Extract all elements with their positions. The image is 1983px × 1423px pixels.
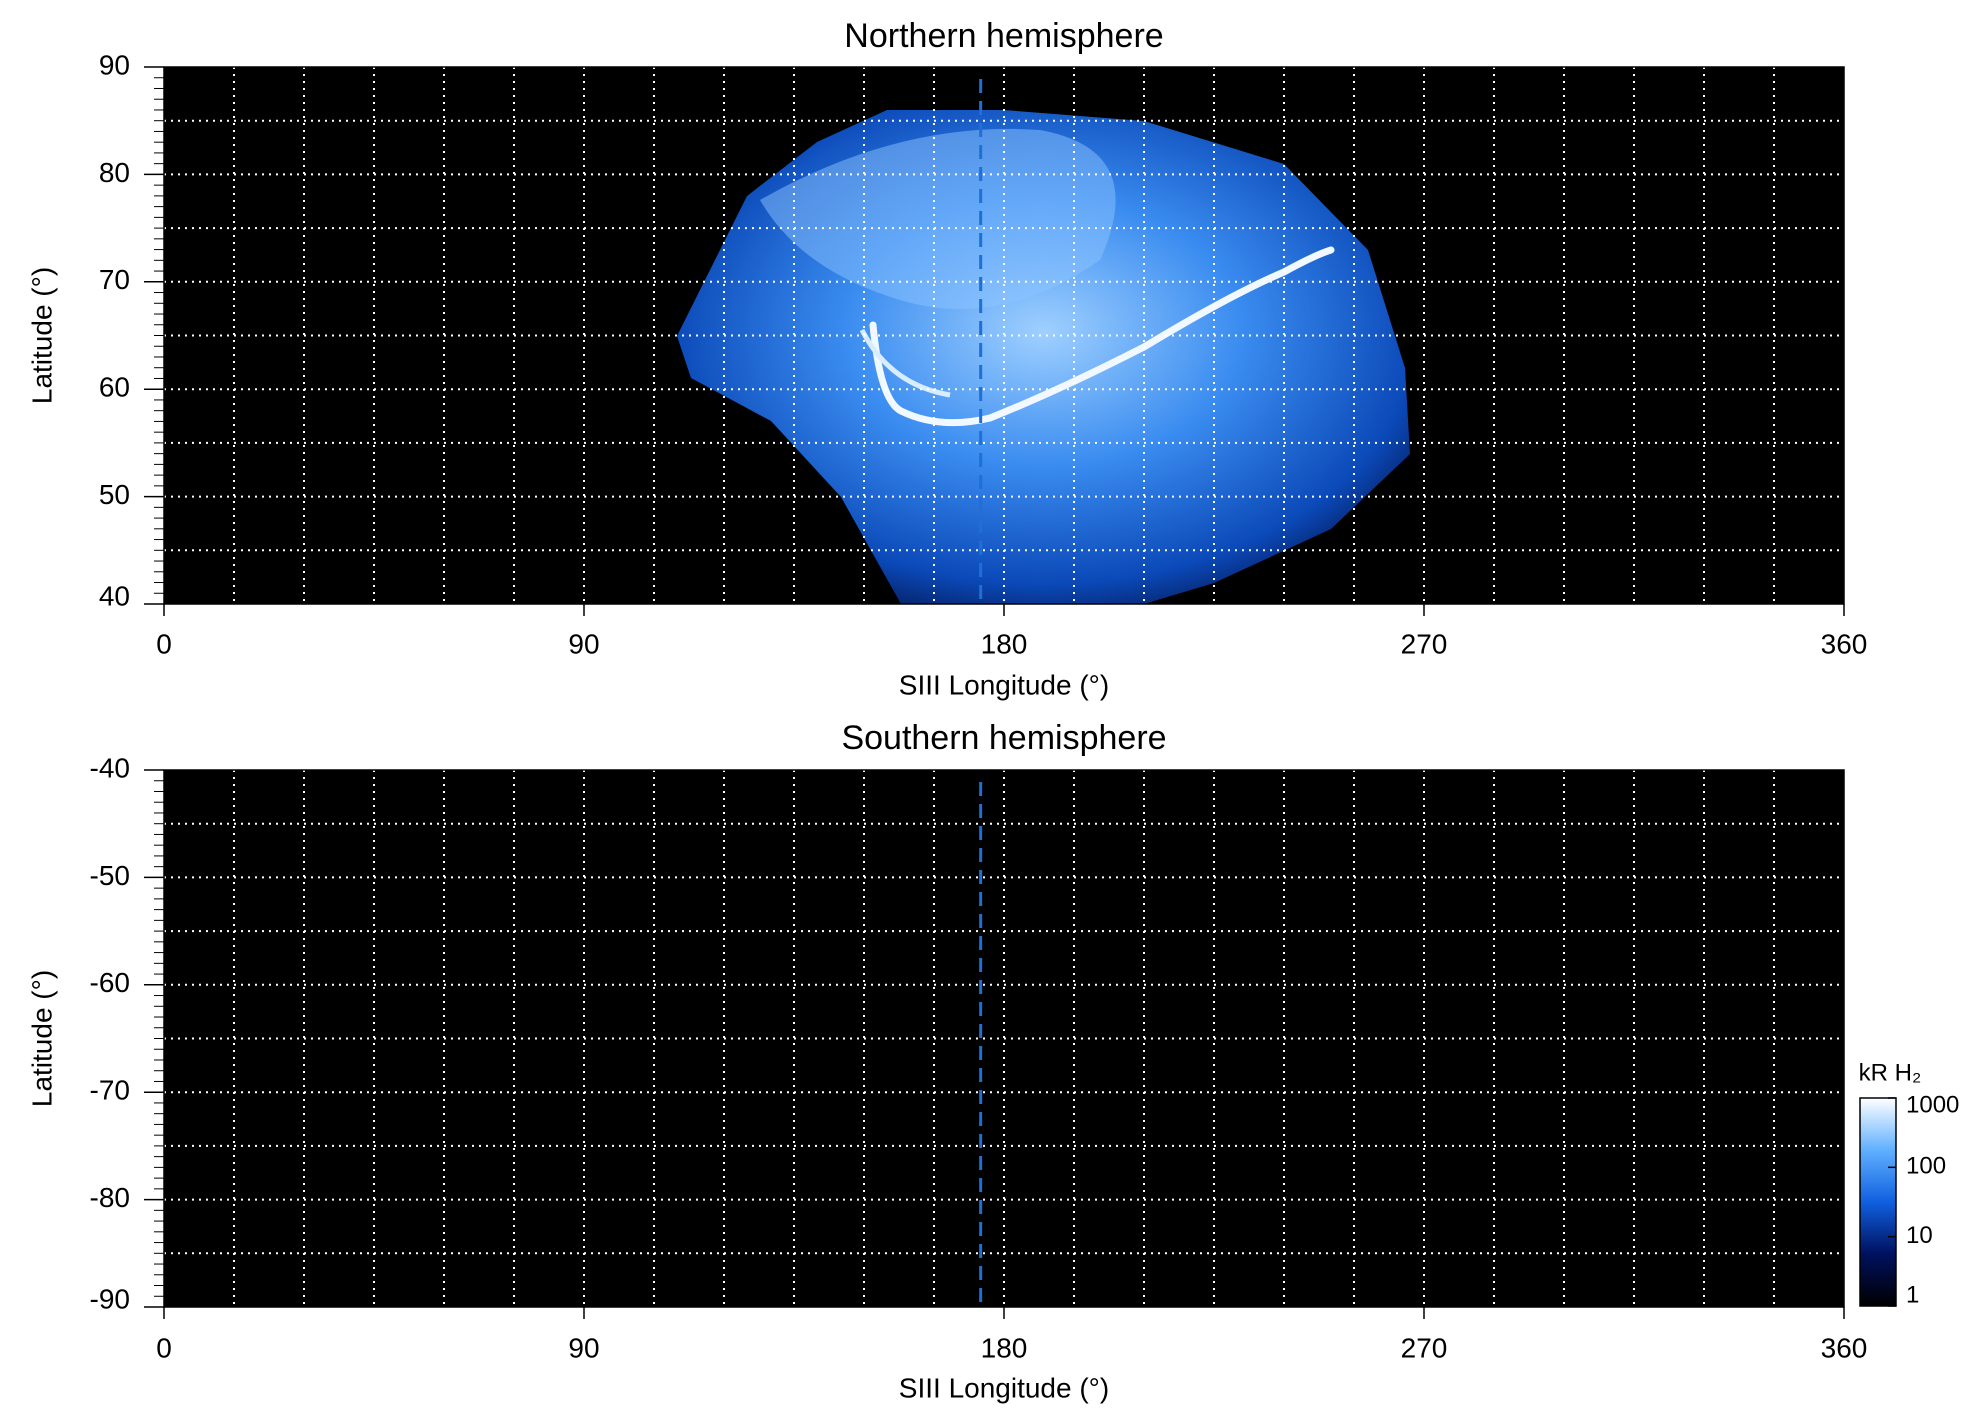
y-tick-label: 60 <box>99 372 130 403</box>
y-tick-label: -40 <box>90 752 130 783</box>
x-tick-label: 0 <box>156 628 172 659</box>
x-tick-label: 0 <box>156 1332 172 1363</box>
x-axis-label: SIII Longitude (°) <box>899 1372 1109 1403</box>
y-tick-label: 80 <box>99 157 130 188</box>
colorbar <box>1859 1097 1897 1307</box>
y-tick-label: 50 <box>99 479 130 510</box>
chart-title: Northern hemisphere <box>844 17 1163 55</box>
y-tick-label: -60 <box>90 967 130 998</box>
colorbar-label: kR H₂ <box>1859 1059 1922 1086</box>
main-oval <box>869 246 1335 427</box>
y-tick-label: 90 <box>99 49 130 80</box>
y-axis-label: Latitude (°) <box>26 970 57 1107</box>
chart-title: Southern hemisphere <box>841 719 1166 757</box>
y-axis-label: Latitude (°) <box>26 267 57 404</box>
x-tick-label: 360 <box>1821 628 1868 659</box>
y-tick-label: -70 <box>90 1075 130 1106</box>
oval-branch <box>859 328 951 398</box>
x-tick-label: 270 <box>1401 628 1448 659</box>
y-tick-label: 70 <box>99 264 130 295</box>
x-tick-label: 90 <box>568 628 599 659</box>
y-tick-label: -50 <box>90 860 130 891</box>
x-tick-label: 180 <box>981 628 1028 659</box>
panel-north: 40 50 60 70 80 90 0 90 180 270 360 Northern hemisph… <box>26 17 1867 700</box>
x-axis-label: SIII Longitude (°) <box>899 669 1109 700</box>
panel-south: -90 -80 -70 -60 -50 -40 0 90 180 270 360 Southern h… <box>26 719 1959 1403</box>
colorbar-tick-label: 1000 <box>1906 1091 1959 1118</box>
x-tick-label: 360 <box>1821 1332 1868 1363</box>
x-tick-label: 270 <box>1401 1332 1448 1363</box>
x-tick-label: 90 <box>568 1332 599 1363</box>
y-tick-label: -80 <box>90 1182 130 1213</box>
y-tick-label: 40 <box>99 580 130 611</box>
colorbar-tick-label: 1 <box>1906 1281 1919 1308</box>
colorbar-tick-label: 100 <box>1906 1153 1946 1180</box>
y-tick-label: -90 <box>90 1283 130 1314</box>
x-tick-label: 180 <box>981 1332 1028 1363</box>
colorbar-tick-label: 10 <box>1906 1222 1933 1249</box>
